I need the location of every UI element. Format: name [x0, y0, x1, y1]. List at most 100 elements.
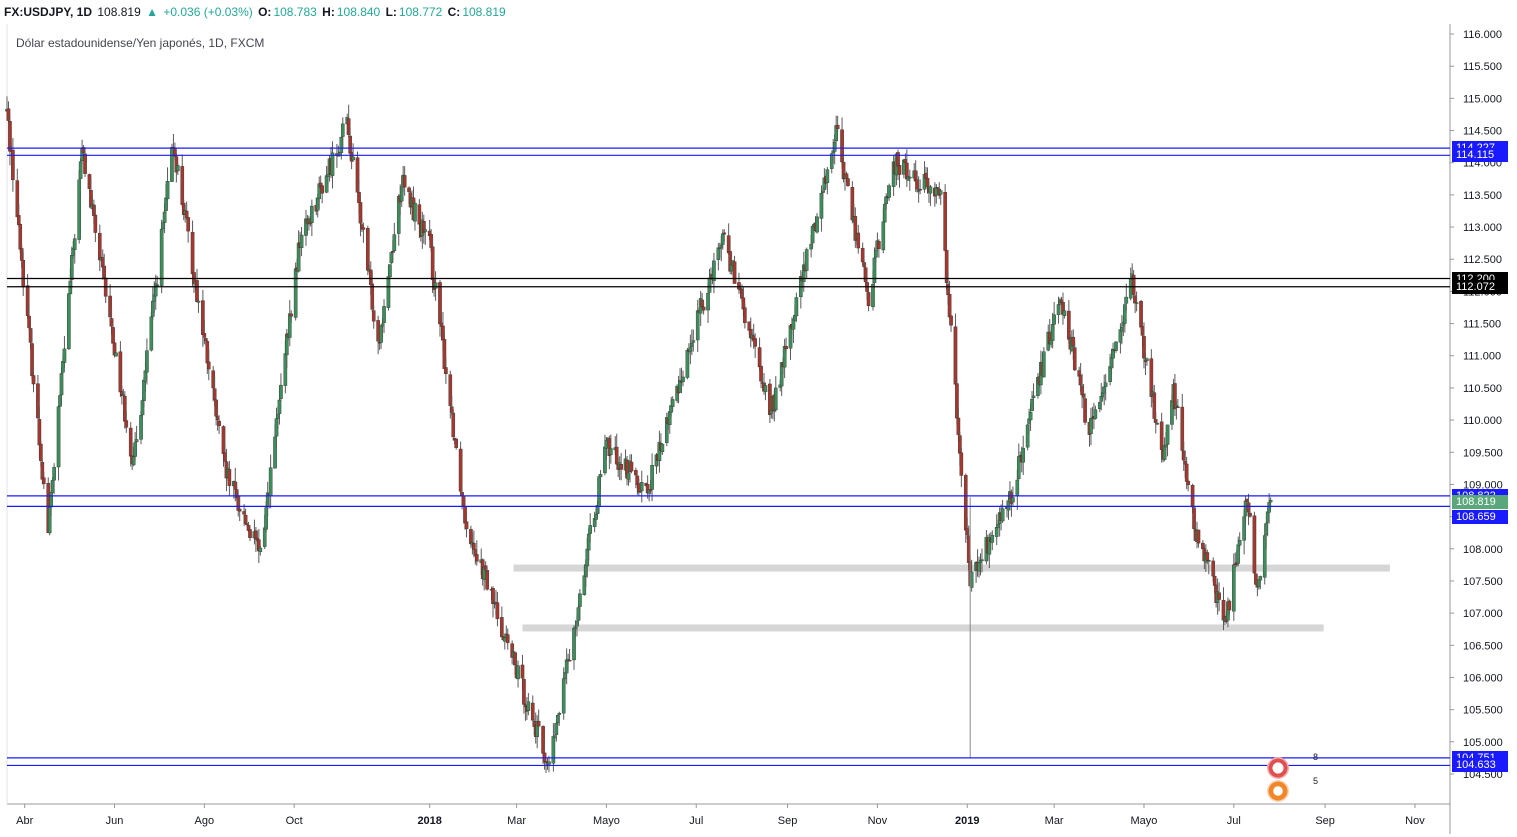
candle-down [567, 659, 572, 662]
y-tick-label: 110.500 [1463, 383, 1502, 395]
candle-up [165, 181, 170, 200]
x-tick-label: Ago [195, 815, 215, 827]
price-tag: 108.659 [1452, 509, 1508, 524]
candle-up [994, 527, 999, 537]
candle-up [685, 349, 690, 378]
candle-down [1142, 335, 1146, 359]
up-arrow-icon: ▲ [146, 5, 158, 19]
symbol-header: FX:USDJPY, 1D 108.819 ▲ +0.036 (+0.03%) … [0, 0, 1517, 24]
candle-down [959, 452, 964, 476]
us-flag-icon[interactable] [1266, 757, 1289, 779]
candle-down [361, 227, 366, 230]
y-tick-label: 106.500 [1463, 640, 1503, 652]
y-tick-label: 107.000 [1463, 608, 1503, 620]
candle-down [83, 153, 87, 174]
candle-up [882, 203, 887, 223]
candle-down [186, 217, 190, 232]
candle-down [217, 420, 221, 427]
candle-up [561, 678, 566, 714]
candle-up [1031, 395, 1036, 398]
candle-down [536, 720, 541, 727]
y-tick-label: 107.500 [1463, 576, 1503, 588]
candle-down [1067, 310, 1071, 340]
candle-down [454, 438, 458, 448]
candle-up [1103, 382, 1108, 387]
x-tick-label: 2019 [955, 815, 979, 827]
candle-down [1206, 560, 1211, 562]
candle-down [1153, 419, 1158, 423]
x-tick-label: Jul [689, 815, 703, 827]
candle-down [743, 307, 747, 324]
candle-up [670, 399, 675, 407]
candle-down [753, 338, 757, 347]
candle-up [351, 156, 355, 161]
candle-up [264, 507, 269, 530]
candle-up [59, 373, 64, 396]
candle-down [6, 108, 11, 121]
candle-up [139, 415, 143, 440]
candle-up [1155, 422, 1160, 425]
candle-up [1111, 348, 1115, 359]
plot-area[interactable] [7, 24, 1450, 804]
candle-down [953, 326, 958, 385]
y-tick-label: 113.000 [1463, 222, 1502, 234]
candle-down [464, 521, 469, 529]
candle-up [196, 300, 201, 303]
price-tag: 108.819 [1452, 495, 1508, 510]
candle-up [881, 221, 886, 251]
candle-up [1124, 296, 1129, 304]
candle-down [376, 320, 380, 342]
x-tick-label: Oct [286, 815, 303, 827]
candle-up [801, 264, 806, 282]
candle-down [634, 470, 638, 476]
candle-up [763, 385, 768, 393]
candle-up [1052, 314, 1056, 325]
x-tick-label: Sep [778, 815, 798, 827]
candle-down [417, 204, 422, 225]
price-tag: 104.633 [1452, 758, 1508, 773]
candle-up [588, 525, 593, 534]
candle-down [102, 265, 107, 278]
candle-down [108, 295, 112, 318]
candle-down [475, 554, 479, 562]
candle-down [109, 318, 114, 327]
candle-up [1237, 539, 1242, 546]
candle-down [237, 508, 242, 512]
symbol-label[interactable]: FX:USDJPY, 1D [4, 5, 93, 19]
candle-up [1042, 351, 1046, 378]
x-tick-label: Mar [1045, 815, 1064, 827]
candle-up [928, 186, 933, 194]
candle-up [516, 665, 520, 680]
candle-down [530, 702, 535, 721]
candle-down [21, 260, 26, 287]
candle-down [1083, 398, 1087, 423]
candle-up [1258, 576, 1263, 581]
candle-down [180, 166, 185, 205]
event-count: 5 [1313, 776, 1319, 786]
support-zone[interactable] [513, 564, 1390, 572]
candle-up [1232, 564, 1236, 612]
candle-up [1025, 424, 1030, 448]
candle-up [310, 205, 314, 223]
candle-down [947, 294, 952, 318]
candle-down [1176, 406, 1180, 408]
candle-down [39, 443, 43, 461]
candle-down [358, 202, 363, 224]
candle-up [49, 492, 53, 508]
dividend-icon[interactable] [1266, 780, 1289, 802]
candle-down [472, 542, 476, 550]
support-zone[interactable] [522, 624, 1324, 632]
candle-up [554, 723, 559, 735]
candle-down [1173, 383, 1177, 410]
candle-down [1227, 600, 1232, 611]
candle-up [114, 352, 118, 357]
candle-up [551, 736, 556, 764]
candle-up [1123, 304, 1127, 324]
candle-up [1000, 508, 1005, 522]
high-label: H: [322, 5, 335, 19]
event-count: 8 [1313, 752, 1319, 762]
candle-down [629, 461, 634, 472]
candle-down [461, 495, 466, 506]
candle-down [722, 232, 727, 235]
